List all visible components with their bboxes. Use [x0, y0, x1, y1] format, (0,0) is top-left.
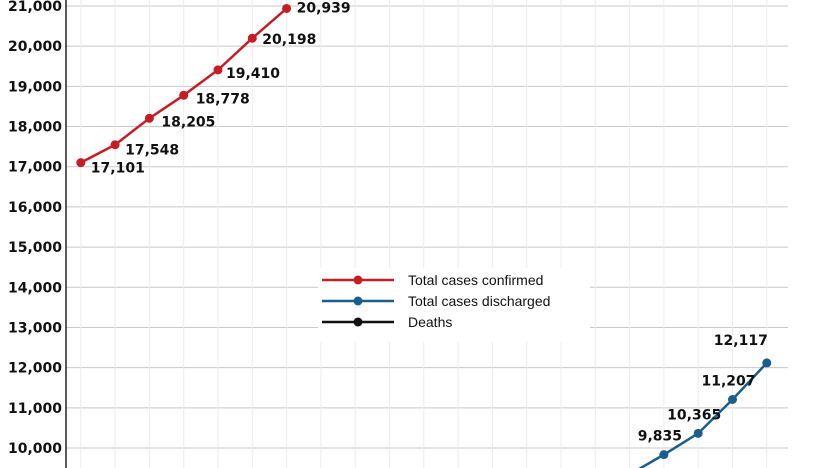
legend: Total cases confirmed Total cases dischar…	[318, 268, 590, 342]
gridlines	[66, 5, 788, 449]
legend-swatch-marker	[353, 317, 363, 327]
data-point	[110, 140, 120, 150]
legend-label: Total cases confirmed	[408, 272, 543, 288]
y-tick-label: 15,000	[8, 240, 62, 256]
legend-label: Deaths	[408, 314, 452, 330]
series-group	[76, 3, 772, 468]
y-tick-label: 18,000	[8, 120, 62, 136]
legend-swatch-marker	[353, 275, 363, 285]
y-tick-label: 10,000	[8, 441, 62, 457]
y-tick-label: 16,000	[8, 200, 62, 216]
y-tick-label: 21,000	[8, 0, 62, 15]
data-point	[282, 3, 292, 13]
y-tick-label: 14,000	[8, 280, 62, 296]
data-point	[693, 428, 703, 438]
data-label: 12,117	[714, 333, 768, 349]
y-tick-label: 13,000	[8, 320, 62, 336]
data-point	[659, 450, 669, 460]
y-tick-label: 11,000	[8, 401, 62, 417]
data-point	[213, 65, 223, 75]
data-label: 9,835	[638, 429, 682, 445]
data-point	[762, 358, 772, 368]
data-label: 19,410	[226, 66, 280, 82]
legend-swatch-marker	[353, 296, 363, 306]
data-point	[247, 33, 257, 43]
legend-label: Total cases discharged	[408, 293, 550, 309]
data-point	[728, 395, 737, 405]
y-tick-label: 19,000	[8, 79, 62, 95]
data-label: 20,198	[262, 32, 316, 48]
data-label: 18,778	[196, 91, 250, 107]
data-label: 10,365	[667, 407, 721, 423]
vertical-gridlines	[80, 0, 768, 468]
data-point	[76, 158, 86, 168]
data-label: 20,939	[297, 0, 351, 16]
data-labels: 17,101 17,548 18,205 18,778 19,410 20,198 20,9…	[91, 0, 768, 444]
data-label: 17,548	[125, 143, 179, 159]
data-label: 17,101	[91, 161, 145, 177]
y-tick-label: 20,000	[8, 39, 62, 55]
data-label: 11,207	[701, 374, 755, 390]
data-label: 18,205	[161, 114, 215, 130]
data-point	[144, 113, 154, 123]
y-axis: 10,000 11,000 12,000 13,000 14,000 15,000 16,0…	[8, 0, 67, 468]
y-tick-label: 12,000	[8, 361, 62, 377]
data-point	[179, 90, 189, 100]
y-tick-label: 17,000	[8, 160, 62, 176]
